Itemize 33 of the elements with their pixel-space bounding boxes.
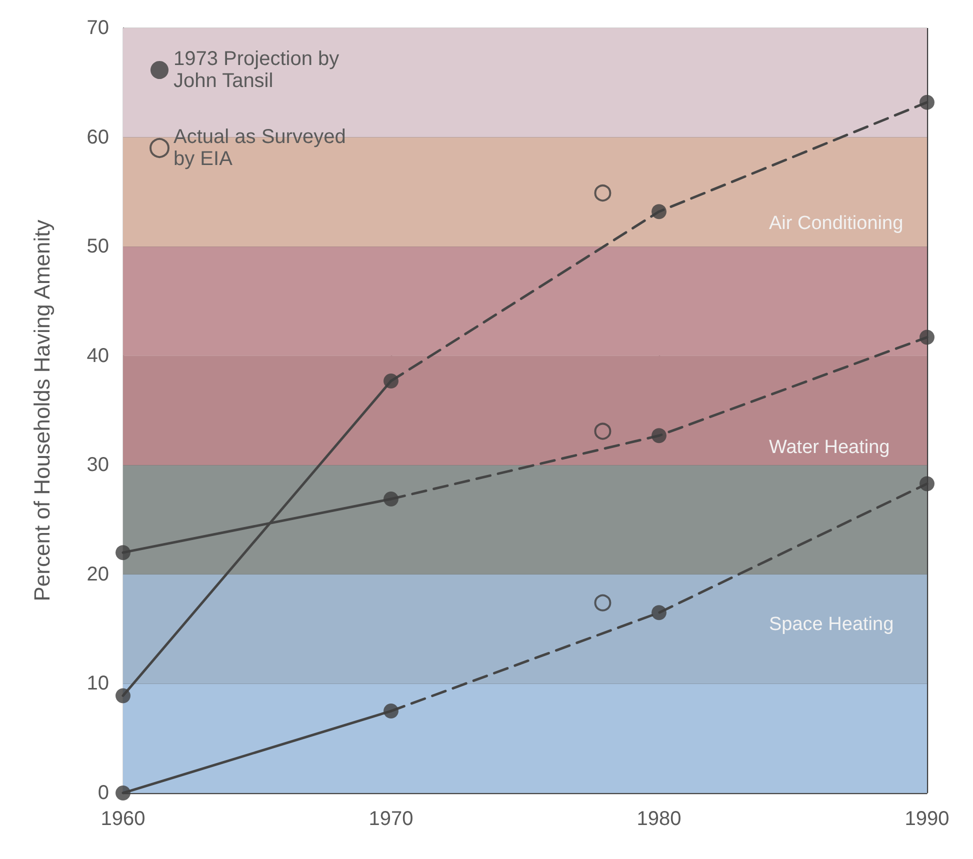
point (652, 428, 666, 444)
y-tick-label: 10 (86, 672, 109, 695)
y-tick-label: 20 (86, 563, 109, 586)
y-tick-label: 0 (98, 782, 109, 804)
point (652, 605, 666, 620)
y-axis-title: Percent of Households Having Amenity (30, 220, 54, 602)
legend-label: Actual as Surveyed by EIA (174, 126, 352, 170)
text: Water Heating (769, 437, 890, 458)
point (116, 545, 130, 560)
point (594, 184, 612, 202)
text: Space Heating (769, 614, 894, 636)
y-tick-label: 40 (86, 344, 109, 367)
point (920, 94, 934, 110)
y-tick-label: 50 (86, 236, 109, 258)
y-tick-label: 60 (86, 126, 109, 148)
point (384, 492, 398, 507)
y-tick-label: 70 (86, 17, 109, 39)
point (652, 204, 666, 220)
x-tick-label: 1960 (100, 808, 146, 830)
legend-label: 1973 Projection by John Tansil (174, 48, 345, 92)
point (116, 688, 130, 704)
y-tick-label: 30 (86, 454, 109, 476)
point (116, 786, 130, 800)
point (920, 476, 934, 492)
x-tick-label: 1970 (368, 808, 414, 830)
x-tick-label: 1990 (904, 808, 950, 830)
point (384, 373, 398, 388)
point (594, 594, 612, 612)
point (920, 330, 934, 345)
point (384, 704, 398, 719)
point (594, 422, 612, 440)
x-tick-label: 1980 (636, 808, 682, 830)
text: Air Conditioning (769, 213, 904, 234)
